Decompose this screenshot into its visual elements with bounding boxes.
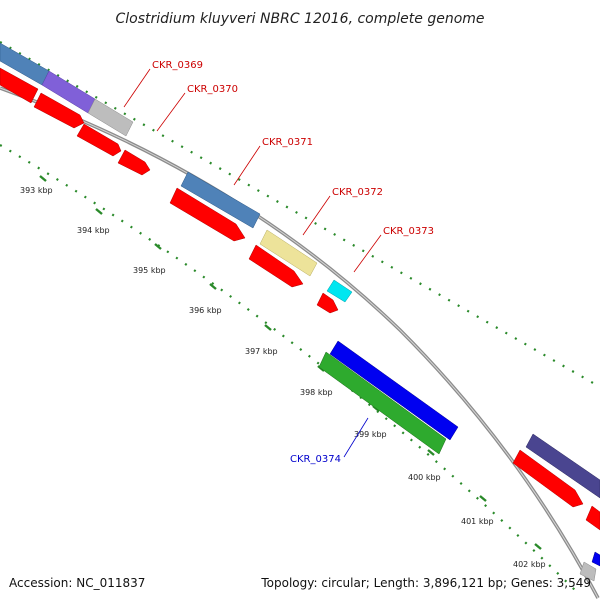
inner-feature-track (318, 340, 600, 582)
kbp-label: 394 kbp (77, 226, 110, 235)
gene-label-ckr-0370[interactable]: CKR_0370 (187, 84, 238, 95)
gene-labels: CKR_0369 CKR_0370 CKR_0371 CKR_0372 CKR_… (152, 60, 434, 465)
kbp-label: 395 kbp (133, 266, 166, 275)
gene-feature-grey[interactable] (87, 98, 134, 137)
inner-dotted-track (0, 144, 581, 596)
gene-label-ckr-0369[interactable]: CKR_0369 (152, 60, 203, 71)
gene-leader-lines (123, 68, 382, 458)
cds-track (0, 67, 600, 531)
kbp-label: 400 kbp (408, 473, 441, 482)
cds-arrow[interactable] (117, 149, 151, 176)
kbp-label: 397 kbp (245, 347, 278, 356)
kbp-label: 396 kbp (189, 306, 222, 315)
kbp-label: 398 kbp (300, 388, 333, 397)
gene-label-ckr-0371[interactable]: CKR_0371 (262, 137, 313, 148)
gene-feature-blue[interactable] (329, 340, 459, 441)
cds-arrow[interactable] (33, 92, 85, 129)
map-title: Clostridium kluyveri NBRC 12016, complet… (115, 11, 484, 27)
kbp-label: 399 kbp (354, 430, 387, 439)
gene-feature-khaki[interactable] (259, 229, 318, 277)
gene-feature-blue-edge[interactable] (591, 551, 600, 567)
cds-arrow[interactable] (248, 244, 304, 288)
cds-arrow[interactable] (76, 123, 122, 157)
gene-label-ckr-0372[interactable]: CKR_0372 (332, 187, 383, 198)
topology-text: Topology: circular; Length: 3,896,121 bp… (260, 576, 591, 590)
cds-arrow[interactable] (512, 449, 584, 508)
kbp-tick-labels: 393 kbp 394 kbp 395 kbp 396 kbp 397 kbp … (20, 186, 546, 569)
gene-label-ckr-0374[interactable]: CKR_0374 (290, 454, 341, 465)
gene-feature-green[interactable] (318, 351, 447, 455)
gene-feature-cyan[interactable] (326, 279, 353, 303)
outer-feature-track (0, 42, 600, 499)
gene-feature-darkpurple[interactable] (525, 433, 600, 499)
accession-text: Accession: NC_011837 (9, 576, 145, 590)
gene-feature-grey-edge[interactable] (579, 561, 597, 582)
cds-arrow[interactable] (169, 187, 246, 242)
cds-arrow[interactable] (316, 292, 339, 314)
outer-dotted-track (0, 41, 600, 388)
cds-arrow[interactable] (0, 67, 39, 104)
kbp-label: 402 kbp (513, 560, 546, 569)
kbp-tick-marks (39, 175, 542, 550)
genome-backbone (0, 86, 600, 599)
gene-feature-steelblue[interactable] (180, 171, 261, 229)
kbp-label: 393 kbp (20, 186, 53, 195)
cds-arrow[interactable] (585, 505, 600, 531)
kbp-label: 401 kbp (461, 517, 494, 526)
gene-label-ckr-0373[interactable]: CKR_0373 (383, 226, 434, 237)
